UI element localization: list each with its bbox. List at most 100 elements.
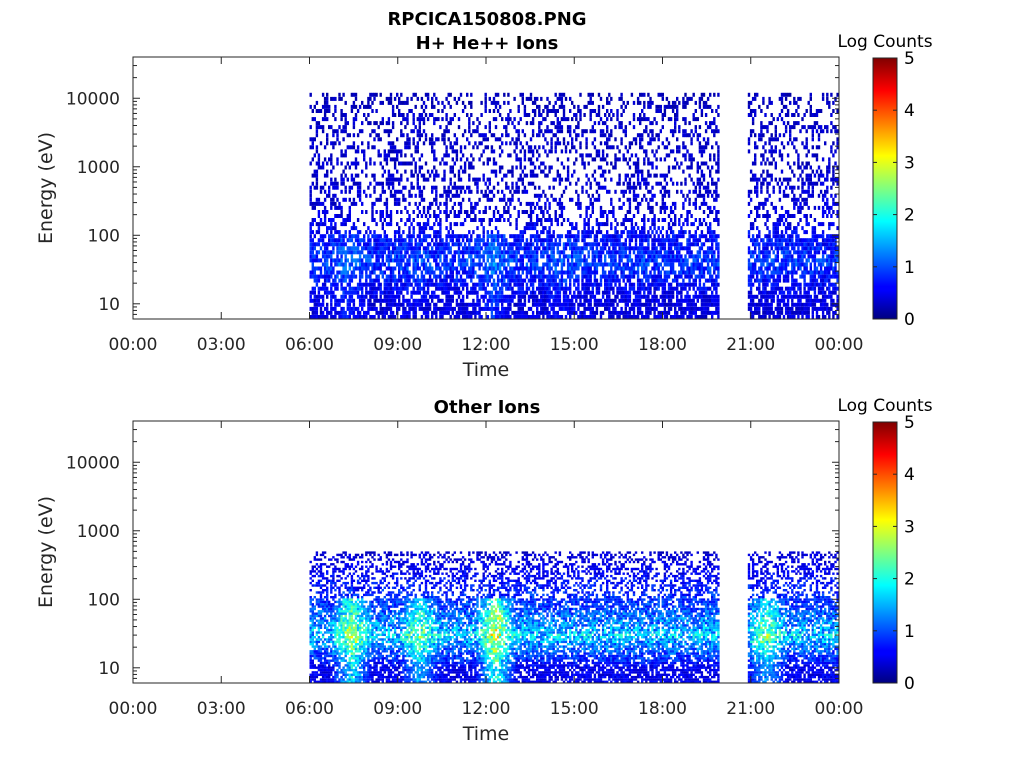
heatmap-cell [507,210,510,214]
heatmap-cell [593,157,597,162]
heatmap-cell [332,133,335,138]
heatmap-cell [441,177,444,182]
heatmap-cell [317,157,321,162]
heatmap-cell [457,117,461,122]
heatmap-cell [610,109,613,113]
heatmap-cell [639,310,642,315]
heatmap-cell [361,258,364,263]
heatmap-cell [630,315,634,319]
heatmap-cell [649,189,652,194]
heatmap-cell [317,125,321,130]
heatmap-cell [492,234,496,239]
heatmap-cell [408,109,411,113]
heatmap-cell [560,193,564,198]
heatmap-cell [348,218,351,222]
heatmap-cell [610,242,613,247]
heatmap-cell [334,226,337,231]
heatmap-cell [447,274,450,279]
heatmap-cell [513,294,516,299]
heatmap-cell [569,181,572,186]
heatmap-cell [556,169,559,174]
heatmap-cell [375,286,378,291]
heatmap-cell [583,315,586,319]
heatmap-cell [494,310,498,315]
heatmap-cell [634,298,638,303]
heatmap-cell [457,250,461,255]
heatmap-cell [585,234,588,239]
heatmap-cell [496,210,500,214]
heatmap-cell [632,250,636,255]
heatmap-cell [507,278,510,283]
heatmap-cell [389,193,393,198]
heatmap-cell [562,117,566,122]
heatmap-cell [367,310,370,315]
heatmap-cell [671,270,675,275]
heatmap-cell [507,197,510,202]
heatmap-cell [597,153,601,158]
heatmap-cell [447,282,450,287]
heatmap-cell [311,286,314,291]
heatmap-cell [643,246,646,251]
heatmap-cell [412,298,415,303]
heatmap-cell [466,157,469,162]
heatmap-cell [313,205,316,210]
heatmap-cell [472,121,475,126]
heatmap-cell [377,286,380,291]
heatmap-cell [503,92,506,97]
heatmap-cell [371,315,374,319]
heatmap-cell [365,246,368,251]
heatmap-cell [484,193,487,198]
heatmap-cell [311,250,314,255]
heatmap-cell [556,274,559,279]
heatmap-cell [356,306,360,311]
heatmap-cell [579,92,582,97]
heatmap-cell [383,169,386,174]
heatmap-cell [412,286,415,291]
heatmap-cell [393,230,397,235]
heatmap-cell [546,258,549,263]
heatmap-cell [375,92,378,97]
heatmap-cell [412,234,415,239]
heatmap-cell [665,270,669,275]
heatmap-cell [424,298,428,303]
heatmap-cell [336,133,339,138]
heatmap-cell [624,246,627,251]
heatmap-cell [639,234,642,239]
heatmap-cell [369,286,372,291]
heatmap-cell [321,294,325,299]
heatmap-cell [418,210,421,214]
heatmap-cell [396,222,399,227]
heatmap-cell [476,125,479,130]
heatmap-cell [484,104,487,109]
heatmap-cell [538,274,541,279]
heatmap-cell [606,218,609,222]
heatmap-cell [519,298,522,303]
heatmap-cell [431,278,434,283]
heatmap-cell [468,141,471,146]
heatmap-cell [589,242,592,247]
heatmap-cell [575,258,578,263]
heatmap-cell [558,181,562,186]
heatmap-cell [342,177,345,182]
heatmap-cell [433,165,436,170]
heatmap-cell [533,185,537,190]
heatmap-cell [367,250,370,255]
heatmap-cell [538,302,541,307]
heatmap-cell [453,254,456,259]
heatmap-cell [373,189,376,194]
heatmap-cell [451,238,454,243]
heatmap-cell [367,290,370,295]
heatmap-cell [552,302,555,307]
heatmap-cell [573,242,576,247]
heatmap-cell [426,310,430,315]
heatmap-cell [315,100,319,105]
heatmap-cell [678,306,681,311]
heatmap-cell [626,246,629,251]
heatmap-cell [449,121,452,126]
heatmap-cell [591,246,594,251]
heatmap-cell [461,306,465,311]
heatmap-cell [488,278,491,283]
heatmap-cell [558,315,562,319]
heatmap-cell [674,165,677,170]
heatmap-cell [634,238,638,243]
